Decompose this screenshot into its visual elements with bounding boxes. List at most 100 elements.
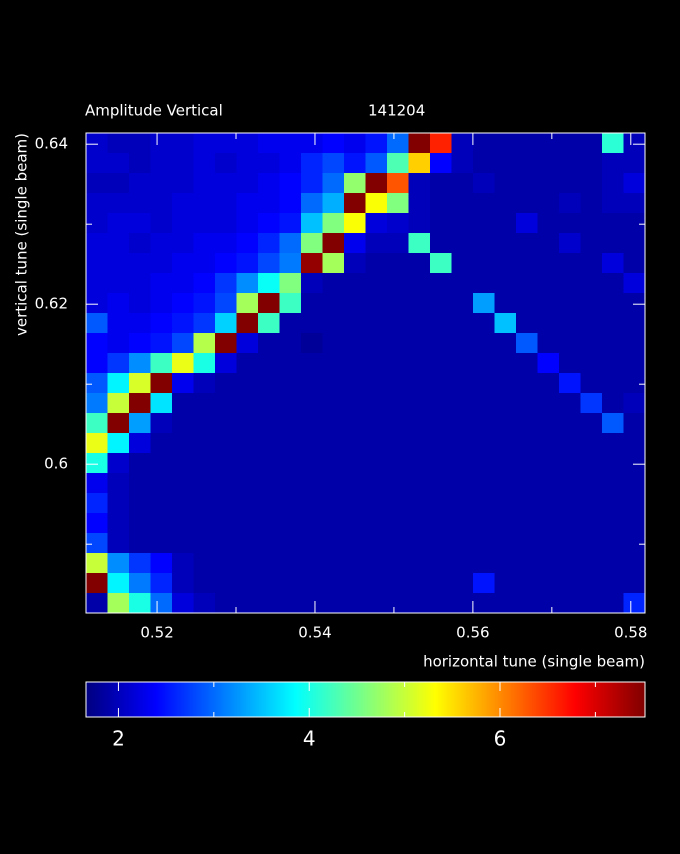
- heatmap-cell: [193, 333, 216, 354]
- heatmap-cell: [494, 373, 517, 394]
- heatmap-cell: [172, 553, 194, 574]
- heatmap-cell: [129, 513, 151, 534]
- heatmap-cell: [602, 253, 624, 274]
- heatmap-cell: [559, 193, 581, 214]
- heatmap-cell: [559, 473, 581, 494]
- heatmap-cell: [602, 213, 624, 234]
- heatmap-cell: [258, 153, 280, 174]
- heatmap-cell: [559, 153, 581, 174]
- heatmap-cell: [215, 413, 237, 434]
- heatmap-cell: [430, 333, 452, 354]
- heatmap-cell: [322, 293, 345, 314]
- heatmap-cell: [322, 273, 345, 294]
- heatmap-cell: [602, 233, 624, 254]
- heatmap-cell: [107, 573, 130, 594]
- heatmap-cell: [559, 493, 581, 514]
- x-tick-label: 0.58: [614, 624, 647, 642]
- heatmap-cell: [559, 533, 581, 554]
- heatmap-cell: [602, 473, 624, 494]
- heatmap-cell: [86, 433, 108, 454]
- heatmap-cell: [365, 573, 388, 594]
- heatmap-cell: [602, 573, 624, 594]
- heatmap-cell: [344, 173, 366, 194]
- heatmap-cell: [215, 213, 237, 234]
- heatmap-cell: [408, 573, 431, 594]
- heatmap-cell: [516, 253, 538, 274]
- heatmap-cell: [279, 373, 302, 394]
- heatmap-cell: [387, 233, 409, 254]
- heatmap-cell: [387, 513, 409, 534]
- heatmap-cell: [344, 293, 366, 314]
- heatmap-cell: [107, 473, 130, 494]
- chart-title: Amplitude Vertical: [85, 102, 223, 120]
- heatmap-cell: [301, 493, 323, 514]
- heatmap-cell: [365, 493, 388, 514]
- heatmap-cell: [344, 193, 366, 214]
- heatmap-cell: [86, 513, 108, 534]
- heatmap-cell: [451, 333, 474, 354]
- heatmap-cell: [129, 533, 151, 554]
- heatmap-cell: [193, 593, 216, 614]
- heatmap-cell: [451, 133, 474, 154]
- heatmap-cell: [258, 573, 280, 594]
- heatmap-cell: [473, 593, 495, 614]
- heatmap-cell: [86, 593, 108, 614]
- heatmap-cell: [602, 413, 624, 434]
- heatmap-cell: [430, 373, 452, 394]
- heatmap-cell: [537, 293, 560, 314]
- heatmap-cell: [602, 153, 624, 174]
- heatmap-cell: [408, 433, 431, 454]
- heatmap-cell: [258, 513, 280, 534]
- heatmap-cell: [516, 473, 538, 494]
- heatmap-cell: [193, 453, 216, 474]
- heatmap-cell: [344, 433, 366, 454]
- heatmap-cell: [559, 333, 581, 354]
- heatmap-cell: [86, 253, 108, 274]
- y-axis-label: vertical tune (single beam): [13, 133, 31, 336]
- heatmap-cell: [301, 393, 323, 414]
- heatmap-cell: [193, 393, 216, 414]
- heatmap-cell: [279, 593, 302, 614]
- heatmap-cell: [129, 273, 151, 294]
- heatmap-cell: [215, 253, 237, 274]
- heatmap-cell: [193, 553, 216, 574]
- heatmap-cell: [537, 273, 560, 294]
- heatmap-cell: [322, 393, 345, 414]
- heatmap-cell: [193, 213, 216, 234]
- heatmap-cell: [258, 293, 280, 314]
- heatmap-cell: [193, 233, 216, 254]
- heatmap-cell: [473, 173, 495, 194]
- heatmap-cell: [129, 473, 151, 494]
- heatmap-cell: [258, 313, 280, 334]
- heatmap-cell: [451, 593, 474, 614]
- heatmap-cell: [580, 433, 603, 454]
- heatmap-cell: [215, 293, 237, 314]
- heatmap-cell: [365, 553, 388, 574]
- heatmap-cell: [279, 553, 302, 574]
- heatmap-cell: [193, 573, 216, 594]
- heatmap-cell: [322, 573, 345, 594]
- heatmap-cell: [387, 413, 409, 434]
- heatmap-cell: [559, 413, 581, 434]
- heatmap-cell: [387, 193, 409, 214]
- heatmap-cell: [215, 533, 237, 554]
- heatmap-cell: [559, 593, 581, 614]
- heatmap-cell: [559, 393, 581, 414]
- heatmap-cell: [215, 193, 237, 214]
- heatmap-cell: [301, 233, 323, 254]
- heatmap-cell: [451, 353, 474, 374]
- heatmap-cell: [430, 393, 452, 414]
- heatmap-cell: [473, 373, 495, 394]
- heatmap-cell: [430, 553, 452, 574]
- heatmap-cell: [322, 253, 345, 274]
- heatmap-cell: [258, 413, 280, 434]
- heatmap-cell: [430, 513, 452, 534]
- heatmap-cell: [623, 173, 646, 194]
- heatmap-cell: [516, 513, 538, 534]
- heatmap-cell: [129, 293, 151, 314]
- heatmap-cell: [301, 513, 323, 534]
- heatmap-cell: [365, 373, 388, 394]
- heatmap-cell: [365, 433, 388, 454]
- heatmap-cell: [86, 413, 108, 434]
- y-tick-label: 0.62: [35, 295, 68, 313]
